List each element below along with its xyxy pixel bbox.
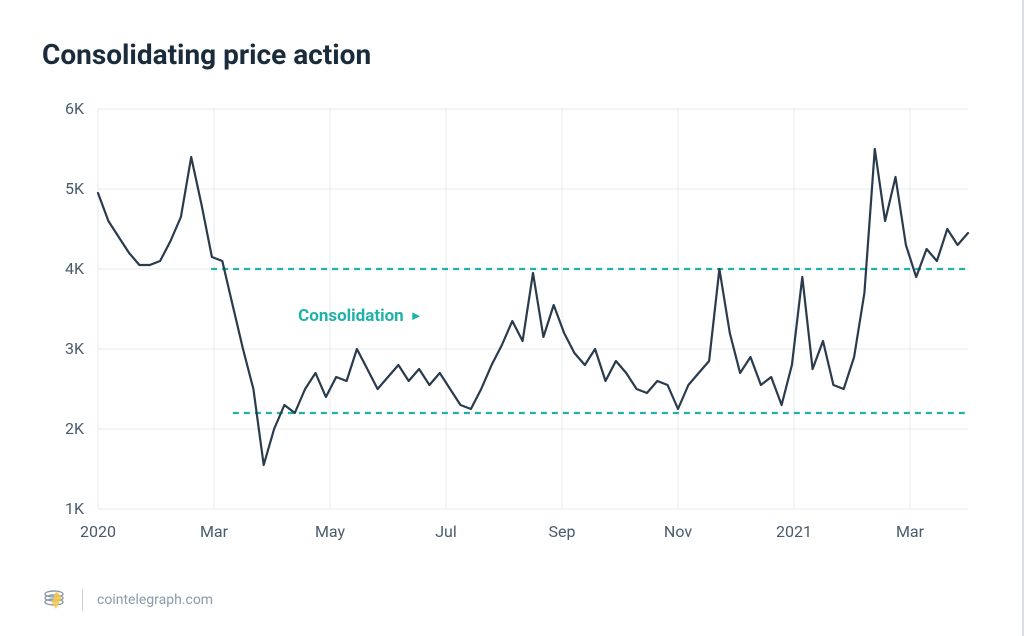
svg-text:3K: 3K	[65, 339, 85, 358]
svg-text:May: May	[315, 522, 346, 541]
annotation-arrow-icon: ►	[410, 308, 423, 324]
chart-title: Consolidating price action	[42, 38, 982, 71]
price-chart: 1K 2K 3K 4K 5K 6K 2020 Mar May Jul Sep Nov 2021 Mar	[42, 99, 982, 559]
svg-text:2K: 2K	[65, 419, 85, 438]
svg-text:6K: 6K	[65, 99, 85, 118]
svg-text:5K: 5K	[65, 179, 85, 198]
svg-text:1K: 1K	[65, 499, 85, 518]
svg-text:Nov: Nov	[664, 522, 692, 541]
chart-area: 1K 2K 3K 4K 5K 6K 2020 Mar May Jul Sep Nov 2021 Mar C…	[42, 99, 982, 563]
svg-text:2020: 2020	[80, 522, 116, 541]
svg-text:Mar: Mar	[200, 522, 229, 541]
svg-text:Jul: Jul	[435, 522, 457, 541]
svg-text:4K: 4K	[65, 259, 85, 278]
footer-divider	[82, 589, 83, 611]
annotation-text: Consolidation	[298, 306, 404, 326]
svg-text:Mar: Mar	[896, 522, 925, 541]
svg-text:Sep: Sep	[549, 522, 576, 541]
footer-site-text: cointelegraph.com	[97, 592, 213, 608]
footer: cointelegraph.com	[42, 583, 982, 613]
cointelegraph-logo-icon	[42, 587, 68, 613]
consolidation-annotation: Consolidation ►	[298, 306, 423, 326]
svg-text:2021: 2021	[776, 522, 812, 541]
